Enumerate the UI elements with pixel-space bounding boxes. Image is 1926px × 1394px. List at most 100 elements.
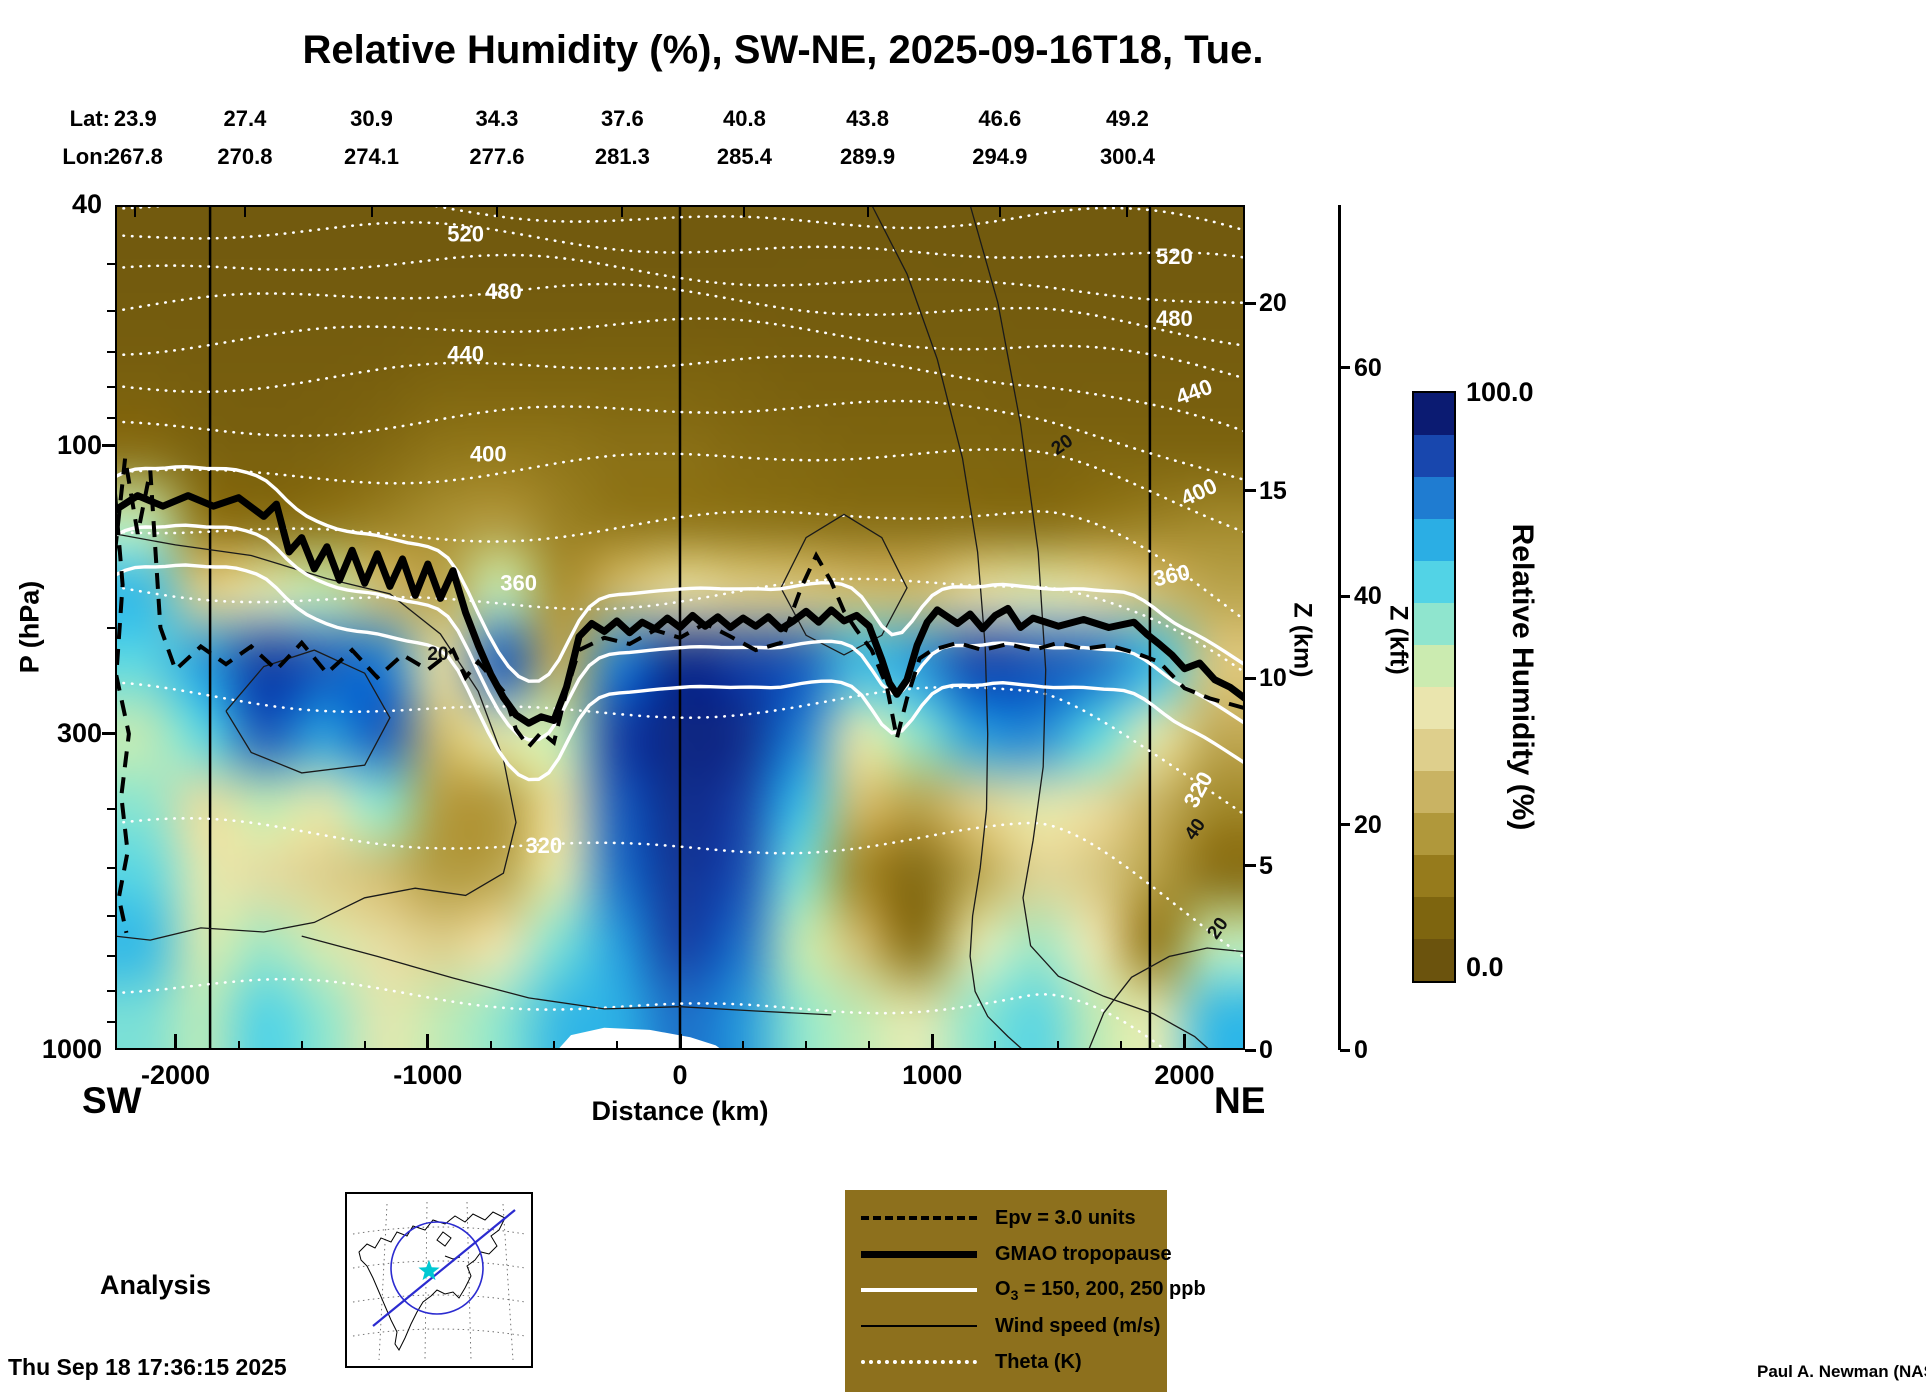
p-tick-label: 1000 <box>41 1034 102 1064</box>
wind-speed-label: 20 <box>1048 430 1077 459</box>
lon-value: 285.4 <box>716 144 772 169</box>
top-axis-tick <box>134 205 137 217</box>
x-minor-tick <box>615 1041 618 1050</box>
colorbar-band <box>1414 645 1454 687</box>
p-minor-tick <box>107 867 115 870</box>
colorbar-band <box>1414 435 1454 477</box>
z-kft-tick-label: 60 <box>1354 353 1382 382</box>
p-tick-label: 100 <box>56 429 102 460</box>
top-axis-tick <box>743 205 746 217</box>
z-km-tick <box>1245 301 1256 305</box>
map-graticule <box>352 1201 526 1361</box>
wind-speed-contour <box>969 205 1211 1050</box>
wind-speed-contour <box>301 935 832 1016</box>
x-minor-tick <box>742 1041 745 1050</box>
lat-value: 27.4 <box>223 106 267 131</box>
theta-label: 520 <box>447 222 484 247</box>
theta-label: 440 <box>1172 374 1215 410</box>
legend-box: Epv = 3.0 units GMAO tropopause O3 = 150, … <box>845 1190 1206 1392</box>
lat-value: 49.2 <box>1106 106 1149 131</box>
wind-speed-contour <box>871 205 1024 1050</box>
legend-line-sample-o3 <box>861 1288 977 1292</box>
colorbar-band <box>1414 393 1454 435</box>
sw-endpoint-label: SW <box>82 1080 142 1121</box>
wind-speed-label: 20 <box>1203 914 1232 943</box>
p-minor-tick <box>107 955 115 958</box>
colorbar-band <box>1414 729 1454 771</box>
lon-value: 281.3 <box>594 144 650 169</box>
legend-item-tropopause: GMAO tropopause <box>861 1236 1172 1272</box>
theta-label: 320 <box>525 833 562 858</box>
z-km-axis-title: Z (km) <box>1288 602 1317 678</box>
transect-circle <box>390 1221 484 1315</box>
colorbar <box>1412 391 1456 983</box>
theta-label: 400 <box>470 442 507 467</box>
x-tick <box>930 1034 934 1050</box>
lon-value: 277.6 <box>469 144 525 169</box>
z-kft-axis-title: Z (kft) <box>1384 605 1413 675</box>
colorbar-band <box>1414 603 1454 645</box>
credit-label: Paul A. Newman (NASA <box>1757 1362 1926 1381</box>
colorbar-band <box>1414 687 1454 729</box>
lon-axis-label: Lon: <box>62 144 110 169</box>
analysis-label: Analysis <box>100 1270 212 1300</box>
pressure-axis-title: P (hPa) <box>14 580 45 674</box>
legend-item-wind: Wind speed (m/s) <box>861 1308 1167 1344</box>
colorbar-max-label: 100.0 <box>1466 377 1534 407</box>
legend-label-theta: Theta (K) <box>995 1350 1082 1373</box>
transect-line <box>372 1209 516 1327</box>
colorbar-min-label: 0.0 <box>1466 952 1504 982</box>
map-inset <box>345 1192 533 1368</box>
colorbar-band <box>1414 813 1454 855</box>
legend-item-o3: O3 = 150, 200, 250 ppb <box>861 1272 1206 1308</box>
p-tick-label: 40 <box>71 189 102 219</box>
ne-endpoint-label: NE <box>1214 1080 1266 1121</box>
p-tick <box>102 732 115 736</box>
epv-contour-left <box>115 493 131 934</box>
p-tick <box>102 444 115 448</box>
z-kft-tick-label: 20 <box>1354 810 1382 839</box>
x-tick <box>1182 1034 1186 1050</box>
wind-speed-label: 20 <box>427 644 448 665</box>
z-km-tick-label: 5 <box>1259 851 1273 880</box>
theta-label: 360 <box>500 571 537 596</box>
x-minor-tick <box>489 1041 492 1050</box>
top-axis-tick <box>1126 205 1129 217</box>
legend-line-sample-tropopause <box>861 1250 977 1258</box>
x-tick-label: 0 <box>672 1060 688 1090</box>
x-tick-label: 2000 <box>1154 1060 1215 1090</box>
theta-label: 480 <box>485 279 522 304</box>
colorbar-band <box>1414 771 1454 813</box>
x-minor-tick <box>805 1041 808 1050</box>
colorbar-band <box>1414 519 1454 561</box>
lon-value: 270.8 <box>217 144 273 169</box>
x-minor-tick <box>552 1041 555 1050</box>
colorbar-band <box>1414 939 1454 981</box>
p-minor-tick <box>107 990 115 993</box>
ozone-contour <box>115 523 1245 742</box>
z-kft-tick <box>1340 594 1350 598</box>
z-km-tick <box>1245 864 1256 868</box>
p-minor-tick <box>107 914 115 917</box>
legend-line-sample-wind <box>861 1325 977 1327</box>
top-axis-tick <box>998 205 1001 217</box>
top-axis-tick <box>495 205 498 217</box>
top-axis-tick <box>866 205 869 217</box>
ozone-contour <box>115 563 1245 782</box>
legend-item-theta: Theta (K) <box>861 1344 1167 1380</box>
wind-speed-contour <box>225 649 391 774</box>
x-tick-label: -1000 <box>393 1060 463 1090</box>
z-km-tick-label: 10 <box>1259 664 1287 693</box>
z-km-tick <box>1245 489 1256 493</box>
lon-value: 294.9 <box>972 144 1028 169</box>
x-minor-tick <box>994 1041 997 1050</box>
legend-label-wind: Wind speed (m/s) <box>995 1314 1161 1337</box>
p-minor-tick <box>107 350 115 353</box>
z-kft-tick-label: 40 <box>1354 582 1382 611</box>
x-tick-label: -2000 <box>141 1060 211 1090</box>
z-kft-axis-line <box>1338 205 1341 1050</box>
distance-axis-title: Distance (km) <box>591 1096 769 1126</box>
x-tick <box>426 1034 430 1050</box>
z-km-tick <box>1245 1048 1256 1052</box>
colorbar-band <box>1414 561 1454 603</box>
